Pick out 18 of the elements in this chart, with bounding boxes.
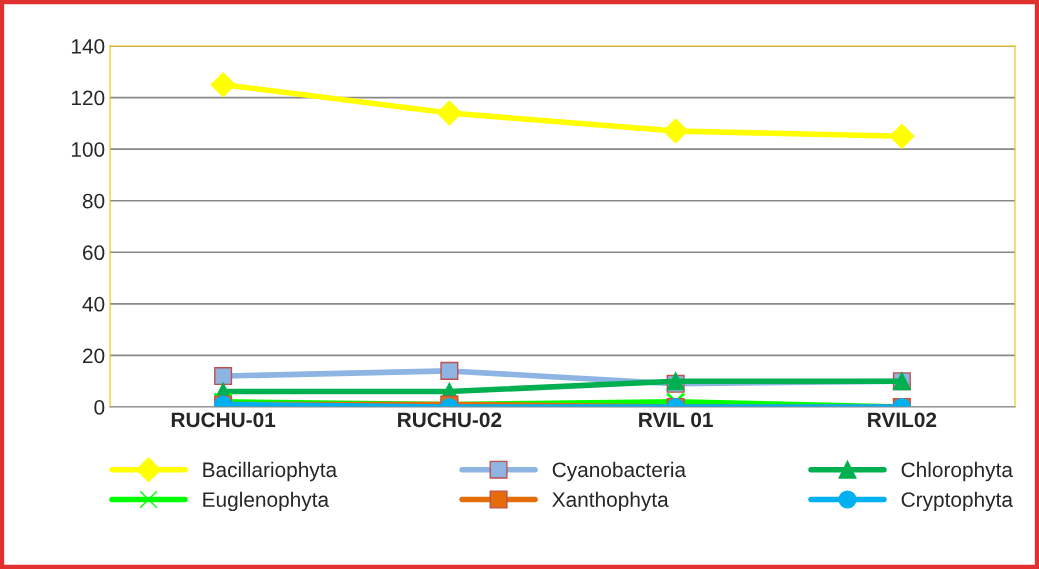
x-tick-label: RVIL 01 — [639, 412, 713, 428]
y-tick-label: 120 — [71, 90, 105, 106]
x-tick-label: RVIL02 — [868, 412, 937, 428]
x-tick-label: RUCHU-02 — [398, 412, 502, 428]
y-tick-label: 60 — [83, 245, 105, 261]
legend-label: Euglenophyta — [203, 491, 330, 512]
y-tick-label: 20 — [83, 348, 105, 364]
legend-label: Bacillariophyta — [203, 461, 338, 482]
legend-label: Cryptophyta — [901, 491, 1013, 512]
y-tick-label: 40 — [82, 296, 105, 312]
y-tick-label: 140 — [71, 39, 105, 54]
legend-label: Cyanobacteria — [552, 461, 687, 482]
y-tick-label: 80 — [82, 193, 105, 209]
legend-label: Xanthophyta — [552, 491, 669, 512]
y-tick-label: 100 — [71, 142, 105, 157]
y-tick-label: 0 — [94, 400, 105, 415]
legend-label: Chlorophyta — [901, 461, 1013, 482]
x-tick-label: RUCHU-01 — [171, 412, 276, 428]
